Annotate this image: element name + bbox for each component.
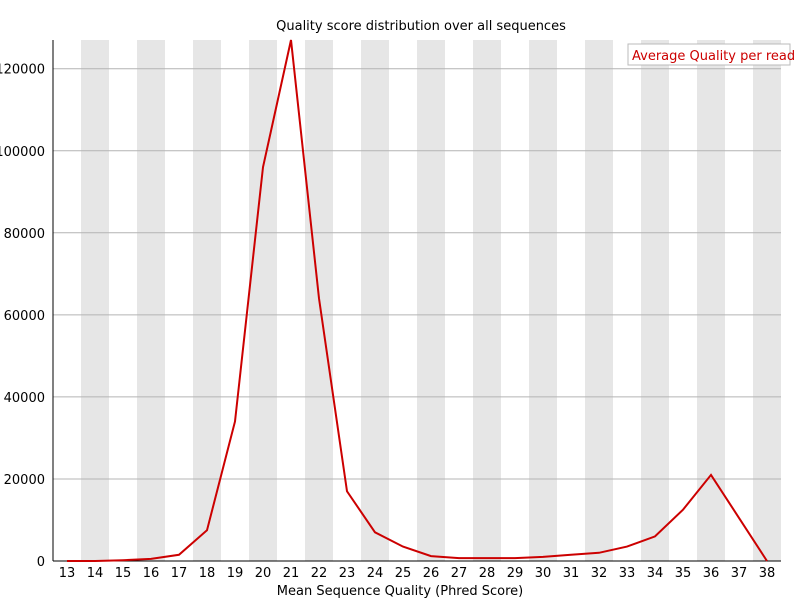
data-point-q15	[122, 559, 124, 561]
data-point-q32	[598, 552, 600, 554]
x-tick-label-21: 21	[283, 566, 300, 581]
data-point-q23	[346, 490, 348, 492]
data-point-q28	[486, 557, 488, 559]
x-tick-label-26: 26	[423, 566, 440, 581]
data-point-q20	[262, 166, 264, 168]
band-28	[473, 40, 501, 561]
x-tick-label-25: 25	[395, 566, 412, 581]
x-tick-label-34: 34	[647, 566, 664, 581]
x-tick-label-22: 22	[311, 566, 328, 581]
y-tick-labels: 0 20000 40000 60000 80000 100000 120000	[0, 63, 45, 570]
data-point-q16	[150, 558, 152, 560]
data-point-q36	[710, 474, 712, 476]
data-point-q21	[290, 39, 292, 41]
data-point-q30	[542, 556, 544, 558]
x-tick-label-30: 30	[535, 566, 552, 581]
x-tick-label-28: 28	[479, 566, 496, 581]
band-14	[81, 40, 109, 561]
band-16	[137, 40, 165, 561]
data-point-q25	[402, 546, 404, 548]
x-tick-label-23: 23	[339, 566, 356, 581]
background-bands	[81, 40, 781, 561]
legend-box	[627, 43, 791, 66]
x-axis-label: Mean Sequence Quality (Phred Score)	[277, 584, 523, 599]
x-tick-label-16: 16	[143, 566, 160, 581]
data-point-q19	[234, 421, 236, 423]
data-point-q26	[430, 555, 432, 557]
series-line-average-quality	[67, 39, 768, 562]
x-tick-label-13: 13	[59, 566, 76, 581]
x-tick-label-38: 38	[759, 566, 776, 581]
y-tick-label-80000: 80000	[4, 227, 45, 242]
data-point-q27	[458, 557, 460, 559]
y-tick-label-60000: 60000	[4, 309, 45, 324]
data-point-q18	[206, 529, 208, 531]
x-tick-label-37: 37	[731, 566, 748, 581]
data-point-q31	[570, 554, 572, 556]
band-32	[585, 40, 613, 561]
data-point-q14	[94, 560, 96, 562]
data-point-q22	[318, 297, 320, 299]
data-point-q38	[766, 560, 768, 562]
band-38	[753, 40, 781, 561]
x-tick-label-15: 15	[115, 566, 132, 581]
x-tick-labels: 13 14 15 16 17 18 19 20 21 22 23 24 25 26 27 28 29 30 31 32…	[59, 566, 776, 581]
x-tick-label-24: 24	[367, 566, 384, 581]
x-tick-label-19: 19	[227, 566, 244, 581]
x-tick-label-36: 36	[703, 566, 720, 581]
y-tick-label-40000: 40000	[4, 391, 45, 406]
x-tick-label-27: 27	[451, 566, 468, 581]
data-point-q17	[178, 554, 180, 556]
chart-title: Quality score distribution over all sequ…	[276, 19, 566, 34]
y-tick-label-100000: 100000	[0, 145, 45, 160]
data-point-q24	[374, 531, 376, 533]
y-tick-label-0: 0	[37, 555, 45, 570]
y-tick-label-120000: 120000	[0, 63, 45, 78]
data-point-q34	[654, 535, 656, 537]
x-tick-label-18: 18	[199, 566, 216, 581]
band-34	[641, 40, 669, 561]
legend: Average Quality per read	[627, 43, 795, 66]
band-26	[417, 40, 445, 561]
band-30	[529, 40, 557, 561]
band-24	[361, 40, 389, 561]
x-tick-label-14: 14	[87, 566, 104, 581]
y-tick-label-20000: 20000	[4, 473, 45, 488]
x-tick-label-32: 32	[591, 566, 608, 581]
x-tick-label-20: 20	[255, 566, 272, 581]
x-tick-label-35: 35	[675, 566, 692, 581]
data-point-q29	[514, 557, 516, 559]
data-point-q33	[626, 546, 628, 548]
band-18	[193, 40, 221, 561]
data-point-q13	[66, 560, 68, 562]
x-tick-label-17: 17	[171, 566, 188, 581]
x-tick-label-29: 29	[507, 566, 524, 581]
x-tick-label-31: 31	[563, 566, 580, 581]
data-point-q37	[738, 517, 740, 519]
band-36	[697, 40, 725, 561]
data-point-q35	[682, 509, 684, 511]
horizontal-gridlines	[53, 68, 781, 480]
x-tick-label-33: 33	[619, 566, 636, 581]
legend-label: Average Quality per read	[632, 49, 795, 64]
